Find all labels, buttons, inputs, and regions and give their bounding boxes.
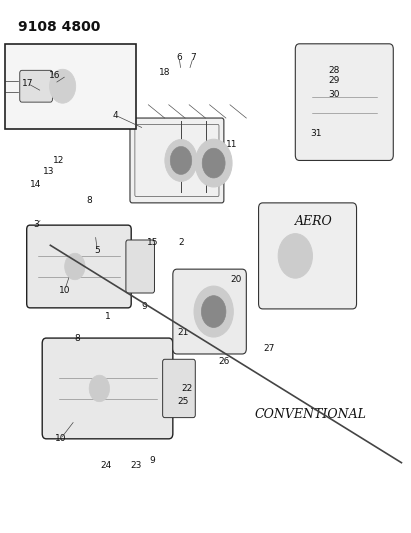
Circle shape xyxy=(170,147,192,174)
Circle shape xyxy=(194,286,233,337)
Text: 11: 11 xyxy=(226,140,238,149)
Text: CONVENTIONAL: CONVENTIONAL xyxy=(254,408,366,422)
FancyBboxPatch shape xyxy=(20,70,53,102)
Text: AERO: AERO xyxy=(296,215,333,228)
Text: 23: 23 xyxy=(130,461,142,470)
Text: 25: 25 xyxy=(178,397,189,406)
Text: 9108 4800: 9108 4800 xyxy=(18,20,100,34)
Text: 4: 4 xyxy=(113,111,118,120)
Circle shape xyxy=(65,253,85,280)
Text: 2: 2 xyxy=(178,238,184,247)
FancyBboxPatch shape xyxy=(130,118,224,203)
Text: 27: 27 xyxy=(263,344,275,353)
FancyBboxPatch shape xyxy=(126,240,155,293)
FancyBboxPatch shape xyxy=(27,225,131,308)
Text: 10: 10 xyxy=(55,434,66,443)
Text: 31: 31 xyxy=(310,130,321,139)
Circle shape xyxy=(89,375,110,402)
Text: 10: 10 xyxy=(59,286,70,295)
FancyBboxPatch shape xyxy=(42,338,173,439)
Text: 6: 6 xyxy=(176,53,182,62)
Circle shape xyxy=(278,233,312,278)
Text: 9: 9 xyxy=(150,456,155,465)
Text: 12: 12 xyxy=(53,156,64,165)
Text: 7: 7 xyxy=(190,53,196,62)
Text: 29: 29 xyxy=(328,76,340,85)
Text: 26: 26 xyxy=(218,358,230,367)
Text: 30: 30 xyxy=(328,90,340,99)
Text: 13: 13 xyxy=(43,166,54,175)
FancyBboxPatch shape xyxy=(259,203,356,309)
Text: 20: 20 xyxy=(231,275,242,284)
Text: 16: 16 xyxy=(49,71,60,80)
Text: 24: 24 xyxy=(100,461,111,470)
Bar xyxy=(5,44,136,128)
Circle shape xyxy=(195,139,232,187)
Text: 14: 14 xyxy=(30,180,42,189)
Text: 9: 9 xyxy=(141,302,147,311)
Text: 15: 15 xyxy=(147,238,158,247)
Text: 1: 1 xyxy=(105,312,111,321)
Circle shape xyxy=(165,140,197,181)
Text: 8: 8 xyxy=(86,196,92,205)
Text: 5: 5 xyxy=(95,246,100,255)
FancyBboxPatch shape xyxy=(173,269,246,354)
Text: 3: 3 xyxy=(33,220,39,229)
FancyBboxPatch shape xyxy=(296,44,393,160)
Circle shape xyxy=(202,148,225,178)
Circle shape xyxy=(201,296,226,327)
Text: 8: 8 xyxy=(74,334,80,343)
Circle shape xyxy=(50,69,76,103)
Text: 21: 21 xyxy=(178,328,189,337)
Text: 17: 17 xyxy=(22,79,34,88)
Text: 22: 22 xyxy=(182,384,193,393)
Text: 18: 18 xyxy=(159,68,171,77)
Text: 28: 28 xyxy=(328,66,340,75)
FancyBboxPatch shape xyxy=(163,359,195,418)
Text: 19: 19 xyxy=(298,257,309,265)
